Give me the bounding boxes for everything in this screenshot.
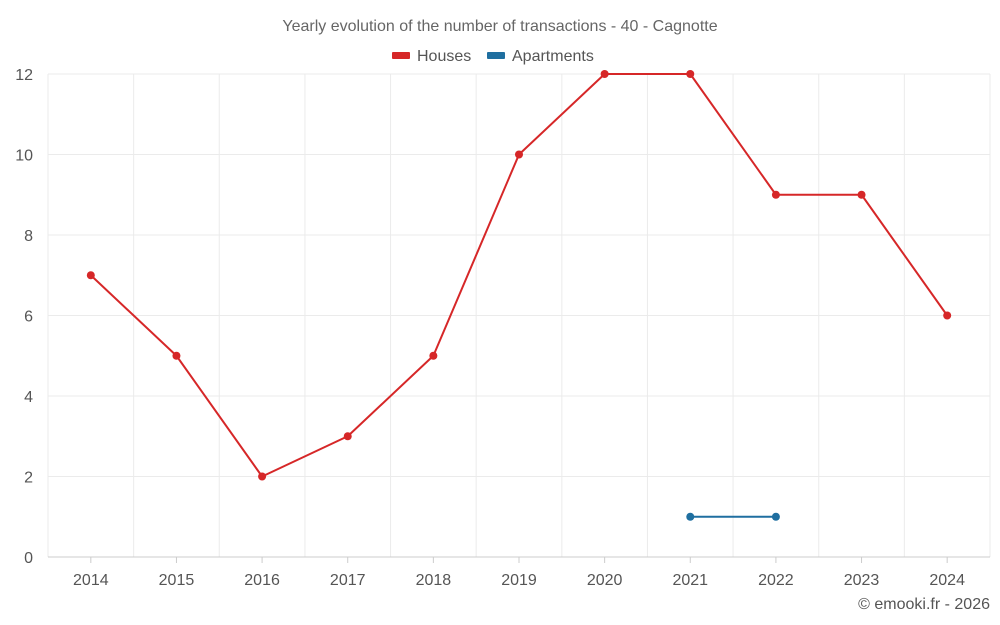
x-axis-ticks: 2014 2015 2016 2017 2018 2019 2020 2021 2022 2023…: [73, 557, 965, 589]
x-tick-label: 2019: [501, 572, 537, 589]
y-tick-label: 0: [24, 550, 33, 567]
x-tick-label: 2022: [758, 572, 794, 589]
legend-swatch-apartments: [487, 52, 505, 59]
data-point-houses-2018[interactable]: [429, 351, 438, 360]
data-point-houses-2024[interactable]: [943, 311, 952, 320]
x-tick-label: 2015: [159, 572, 195, 589]
y-tick-label: 2: [24, 470, 33, 487]
y-tick-label: 12: [15, 67, 33, 84]
y-gridlines: [48, 73, 990, 477]
data-point-houses-2017[interactable]: [343, 432, 352, 441]
x-tick-label: 2023: [844, 572, 880, 589]
series-apartments: [686, 512, 780, 521]
x-tick-label: 2017: [330, 572, 366, 589]
data-point-houses-2022[interactable]: [771, 190, 780, 199]
series-houses: [86, 70, 952, 481]
x-tick-label: 2014: [73, 572, 109, 589]
data-point-houses-2020[interactable]: [600, 70, 609, 78]
y-tick-label: 4: [24, 389, 33, 406]
x-tick-label: 2024: [929, 572, 965, 589]
y-tick-label: 8: [24, 228, 33, 245]
data-point-houses-2019[interactable]: [515, 150, 523, 159]
x-tick-label: 2016: [244, 572, 280, 589]
data-point-houses-2021[interactable]: [686, 70, 695, 78]
credit-text: © emooki.fr - 2026: [858, 596, 990, 613]
legend-swatch-houses: [392, 52, 410, 59]
legend: Houses Apartments: [392, 48, 594, 65]
legend-label-houses[interactable]: Houses: [417, 48, 471, 65]
x-gridlines: [47, 74, 991, 557]
x-tick-label: 2021: [672, 572, 708, 589]
data-point-apartments-2022[interactable]: [771, 512, 780, 521]
data-point-houses-2016[interactable]: [258, 472, 267, 481]
x-tick-label: 2020: [587, 572, 623, 589]
y-tick-label: 10: [15, 148, 33, 165]
data-point-houses-2014[interactable]: [86, 271, 95, 280]
data-point-houses-2023[interactable]: [857, 190, 866, 199]
x-tick-label: 2018: [416, 572, 452, 589]
y-tick-label: 6: [24, 309, 33, 326]
y-axis-ticks: 0 2 4 6 8 10 12: [15, 67, 33, 567]
data-point-apartments-2021[interactable]: [686, 512, 695, 521]
data-point-houses-2015[interactable]: [172, 351, 181, 360]
series-layer: [86, 70, 952, 521]
chart-title: Yearly evolution of the number of transa…: [282, 18, 717, 35]
legend-label-apartments[interactable]: Apartments: [512, 48, 594, 65]
